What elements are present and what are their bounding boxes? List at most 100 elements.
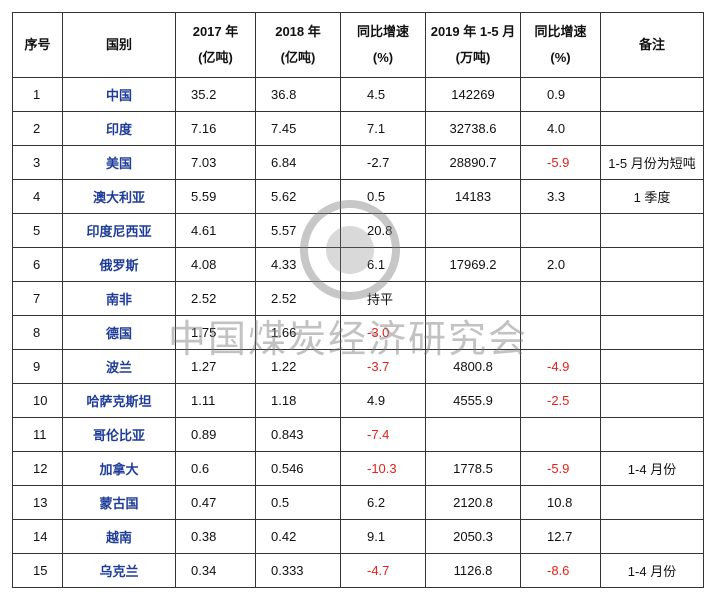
table-cell: 4.08 [175,247,256,282]
table-row: 2 印度 7.16 7.45 7.1 32738.6 4.0 [12,111,704,146]
table-cell: 4.33 [255,247,341,282]
header-line: 2017 年 [192,24,239,39]
table-cell: 4555.9 [425,383,521,418]
cell-text: 10 [33,393,48,408]
table-row: 9 波兰 1.27 1.22 -3.7 4800.8 -4.9 [12,349,704,384]
table-cell: 7 [12,281,63,316]
data-table: 序号 国别 2017 年 (亿吨) 2018 年 (亿吨) 同比增速 (%) 2019 年 1-… [12,12,704,588]
cell-text: 6.2 [367,495,386,510]
cell-text: 4555.9 [453,393,493,408]
country-name: 波兰 [105,360,132,375]
table-cell [425,213,521,248]
table-cell: 7.16 [175,111,256,146]
table-cell: 2.52 [255,281,341,316]
table-cell: 32738.6 [425,111,521,146]
cell-text: 4.9 [367,393,386,408]
cell-text: 8 [33,325,41,340]
table-cell: 乌克兰 [62,553,176,588]
cell-text: -3.0 [367,325,390,340]
country-name: 德国 [105,326,132,341]
cell-text: 2 [33,121,41,136]
table-cell [600,485,704,520]
cell-text: -2.7 [367,155,390,170]
table-cell: 0.34 [175,553,256,588]
country-name: 印度尼西亚 [86,224,152,239]
country-name: 越南 [105,530,132,545]
table-cell: -7.4 [340,417,426,452]
country-name: 加拿大 [99,462,139,477]
table-cell: 28890.7 [425,145,521,180]
table-cell: 1-4 月份 [600,451,704,486]
cell-text: 4800.8 [453,359,493,374]
cell-text: 1126.8 [453,563,493,578]
header-line: 2019 年 1-5 月 [430,24,516,39]
header-line: (%) [550,50,571,65]
table-cell: 哥伦比亚 [62,417,176,452]
table-cell: 13 [12,485,63,520]
cell-text: 12.7 [547,529,573,544]
table-cell: -4.9 [520,349,601,384]
table-cell: 0.89 [175,417,256,452]
header-cell: 国别 [62,12,176,78]
table-cell [600,315,704,350]
table-cell: 1.66 [255,315,341,350]
cell-text: 9 [33,359,41,374]
country-name: 乌克兰 [99,564,139,579]
header-line: 备注 [638,37,665,52]
table-cell: 2050.3 [425,519,521,554]
cell-text: 10.8 [547,495,573,510]
cell-text: 5 [33,223,41,238]
table-cell: 17969.2 [425,247,521,282]
table-cell: -10.3 [340,451,426,486]
table-row: 14 越南 0.38 0.42 9.1 2050.3 12.7 [12,519,704,554]
table-cell: 4.0 [520,111,601,146]
header-cell: 同比增速 (%) [520,12,601,78]
cell-text: 0.843 [271,427,304,442]
table-cell: 5 [12,213,63,248]
cell-text: 4.5 [367,87,386,102]
table-cell: 0.843 [255,417,341,452]
table-cell: 36.8 [255,77,341,112]
table-cell: 4.5 [340,77,426,112]
table-cell: 5.57 [255,213,341,248]
table-cell: 德国 [62,315,176,350]
cell-text: 持平 [367,292,394,307]
cell-text: 1778.5 [453,461,493,476]
header-row: 序号 国别 2017 年 (亿吨) 2018 年 (亿吨) 同比增速 (%) 2019 年 1-… [12,12,704,78]
cell-text: 2050.3 [453,529,493,544]
cell-text: 4.08 [191,257,217,272]
table-cell: 6 [12,247,63,282]
table-cell [600,77,704,112]
table-cell [600,349,704,384]
table-cell [520,417,601,452]
cell-text: 4.33 [271,257,297,272]
header-cell: 2019 年 1-5 月 (万吨) [425,12,521,78]
cell-text: 9.1 [367,529,386,544]
cell-text: 1.75 [191,325,217,340]
table-row: 13 蒙古国 0.47 0.5 6.2 2120.8 10.8 [12,485,704,520]
cell-text: 2120.8 [453,495,493,510]
table-cell: 0.333 [255,553,341,588]
table-cell [600,519,704,554]
table-cell: 14183 [425,179,521,214]
cell-text: 142269 [451,87,495,102]
cell-text: 6.1 [367,257,386,272]
country-name: 美国 [105,156,132,171]
cell-text: -7.4 [367,427,390,442]
table-row: 6 俄罗斯 4.08 4.33 6.1 17969.2 2.0 [12,247,704,282]
table-row: 11 哥伦比亚 0.89 0.843 -7.4 [12,417,704,452]
table-cell [600,111,704,146]
table-cell: 0.47 [175,485,256,520]
cell-text: 2.52 [271,291,297,306]
table-cell: 35.2 [175,77,256,112]
cell-text: 0.5 [367,189,386,204]
cell-text: -4.9 [547,359,570,374]
table-cell: 10.8 [520,485,601,520]
cell-text: 36.8 [271,87,297,102]
header-cell: 序号 [12,12,63,78]
cell-text: 0.9 [547,87,566,102]
cell-text: 1.22 [271,359,297,374]
table-cell: 6.2 [340,485,426,520]
table-cell: 4800.8 [425,349,521,384]
cell-text: 0.34 [191,563,217,578]
